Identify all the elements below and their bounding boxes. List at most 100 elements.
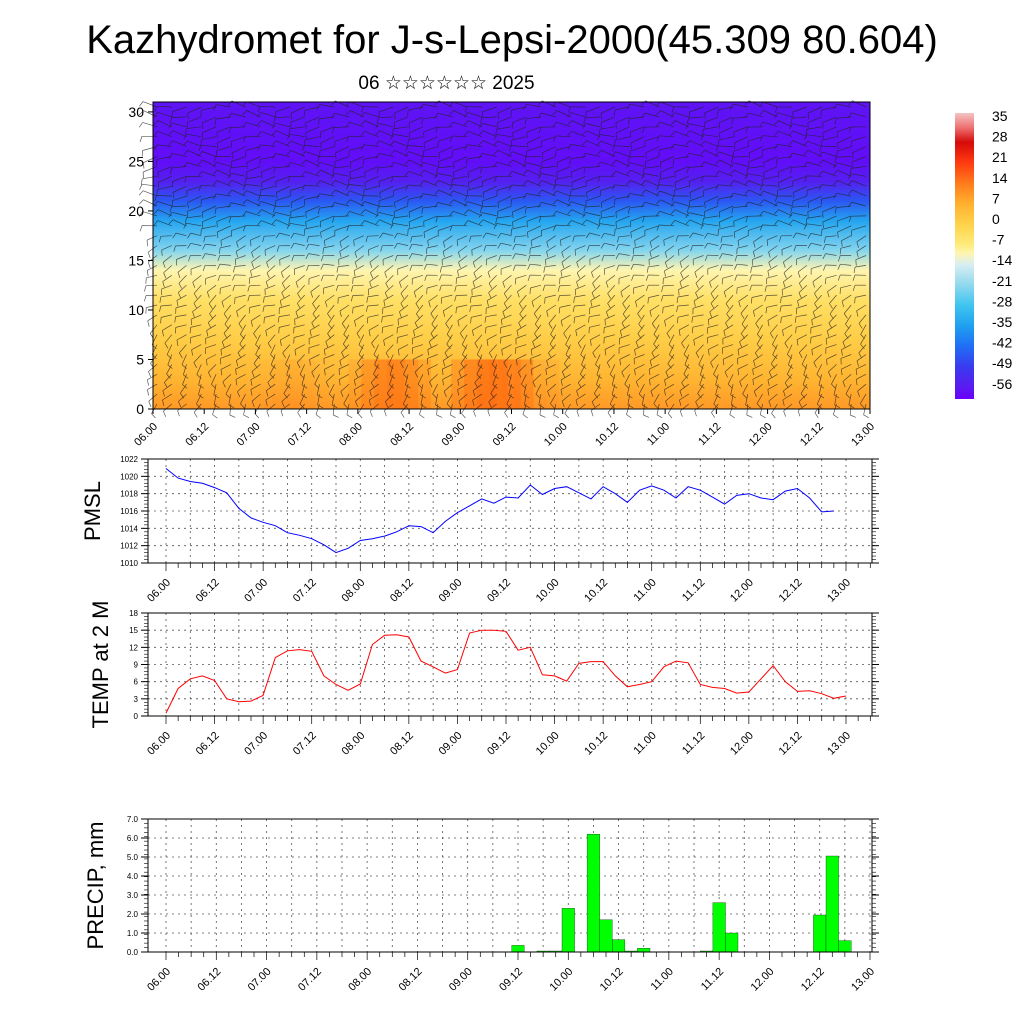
wind-barb-flag xyxy=(508,151,513,157)
wind-barb-shaft xyxy=(777,185,793,191)
wind-barb-shaft xyxy=(659,146,675,151)
wind-barb-flag xyxy=(523,169,528,175)
wind-barb-flag xyxy=(198,145,202,152)
wind-barb-flag xyxy=(375,130,380,136)
wind-barb-shaft xyxy=(814,294,822,304)
wind-barb-flag xyxy=(552,199,558,205)
wind-barb-flag xyxy=(734,274,738,281)
wind-barb-shaft xyxy=(574,314,586,318)
wind-barb-shaft xyxy=(570,112,586,118)
wind-barb-shaft xyxy=(160,235,172,237)
wind-barb-shaft xyxy=(737,245,748,249)
wind-barb-flag xyxy=(216,231,219,239)
wind-barb-shaft xyxy=(175,304,187,309)
wind-barb-flag xyxy=(759,190,764,197)
wind-barb-flag xyxy=(343,403,349,409)
wind-barb-flag xyxy=(502,281,506,288)
wind-barb-flag xyxy=(390,134,394,140)
wind-barb-flag xyxy=(427,349,429,356)
wind-barb-shaft xyxy=(796,304,808,309)
wind-barb-flag xyxy=(260,172,263,179)
wind-barb-flag xyxy=(631,274,634,281)
wind-barb-flag xyxy=(449,110,454,116)
wind-barb-flag xyxy=(247,295,250,302)
wind-barb-flag xyxy=(656,184,660,191)
wind-barb-flag xyxy=(428,341,432,348)
wind-barb-flag xyxy=(216,142,219,149)
wind-barb-flag xyxy=(381,327,383,334)
wind-barb-shaft xyxy=(841,235,852,242)
wind-barb-shaft xyxy=(822,170,837,177)
wind-barb-flag xyxy=(530,240,533,247)
wind-barb-flag xyxy=(748,152,751,159)
wind-barb-flag xyxy=(255,344,261,350)
wind-barb-shaft xyxy=(792,195,808,202)
wind-barb-flag xyxy=(848,189,853,195)
x-tick-label: 12.12 xyxy=(777,577,805,605)
wind-barb-shaft xyxy=(722,334,734,339)
wind-barb-shaft xyxy=(556,210,571,217)
wind-barb-shaft xyxy=(500,232,512,237)
wind-barb-shaft xyxy=(299,393,306,405)
wind-barb-flag xyxy=(227,180,233,186)
wind-barb-flag xyxy=(350,285,354,292)
wind-barb-flag xyxy=(719,221,721,228)
wind-barb-flag xyxy=(299,403,305,409)
wind-barb-shaft xyxy=(801,354,808,365)
wind-barb-flag xyxy=(451,179,453,186)
wind-barb-shaft xyxy=(615,126,630,134)
wind-barb-flag xyxy=(212,169,218,175)
wind-barb-flag xyxy=(147,379,149,386)
wind-barb-flag xyxy=(394,255,398,262)
wind-barb-shaft xyxy=(783,403,793,412)
wind-barb-shaft xyxy=(190,334,202,338)
wind-barb-shaft xyxy=(571,220,586,227)
wind-barb-flag xyxy=(246,162,248,169)
wind-barb-flag xyxy=(763,172,765,179)
wind-barb-shaft xyxy=(618,243,630,246)
wind-barb-flag xyxy=(592,352,596,359)
wind-barb-shaft xyxy=(364,220,379,227)
wind-barb-shaft xyxy=(190,242,202,246)
wind-barb-shaft xyxy=(519,294,527,304)
wind-barb-flag xyxy=(360,131,365,137)
wind-barb-shaft xyxy=(792,130,808,138)
wind-barb-flag xyxy=(803,149,809,155)
wind-barb-flag xyxy=(626,104,631,110)
wind-barb-flag xyxy=(576,272,581,279)
y-axis-title: PMSL xyxy=(80,481,105,541)
wind-barb-shaft xyxy=(240,393,246,404)
wind-barb-flag xyxy=(454,295,457,302)
y-tick-label: 4.0 xyxy=(127,872,139,881)
wind-barb-shaft xyxy=(357,354,365,364)
wind-barb-flag xyxy=(642,216,645,223)
warm-surface-patch xyxy=(387,359,432,409)
wind-barb-flag xyxy=(818,159,824,165)
wind-barb-flag xyxy=(765,307,767,314)
wind-barb-flag xyxy=(774,209,779,215)
wind-barb-shaft xyxy=(778,166,793,173)
wind-barb-shaft xyxy=(859,393,867,404)
wind-barb-flag xyxy=(390,176,394,183)
wind-barb-flag xyxy=(151,413,156,419)
wind-barb-flag xyxy=(736,248,738,255)
wind-barb-shaft xyxy=(245,121,261,128)
wind-barb-flag xyxy=(400,303,405,309)
wind-barb-flag xyxy=(427,369,430,376)
wind-barb-shaft xyxy=(549,334,557,345)
wind-barb-flag xyxy=(168,140,173,146)
wind-barb-shaft xyxy=(707,334,719,338)
wind-barb-shaft xyxy=(157,166,172,173)
wind-barb-shaft xyxy=(211,374,217,385)
wind-barb-flag xyxy=(322,247,324,254)
warm-surface-patch xyxy=(463,359,508,409)
wind-barb-flag xyxy=(820,109,823,116)
wind-barb-flag xyxy=(609,374,615,379)
wind-barb-shaft xyxy=(664,265,675,272)
wind-barb-shaft xyxy=(319,104,335,108)
wind-barb-shaft xyxy=(201,225,217,230)
wind-barb-flag xyxy=(597,223,601,230)
wind-barb-flag xyxy=(649,251,652,258)
wind-barb-shaft xyxy=(615,205,630,213)
wind-barb-shaft xyxy=(722,354,734,360)
